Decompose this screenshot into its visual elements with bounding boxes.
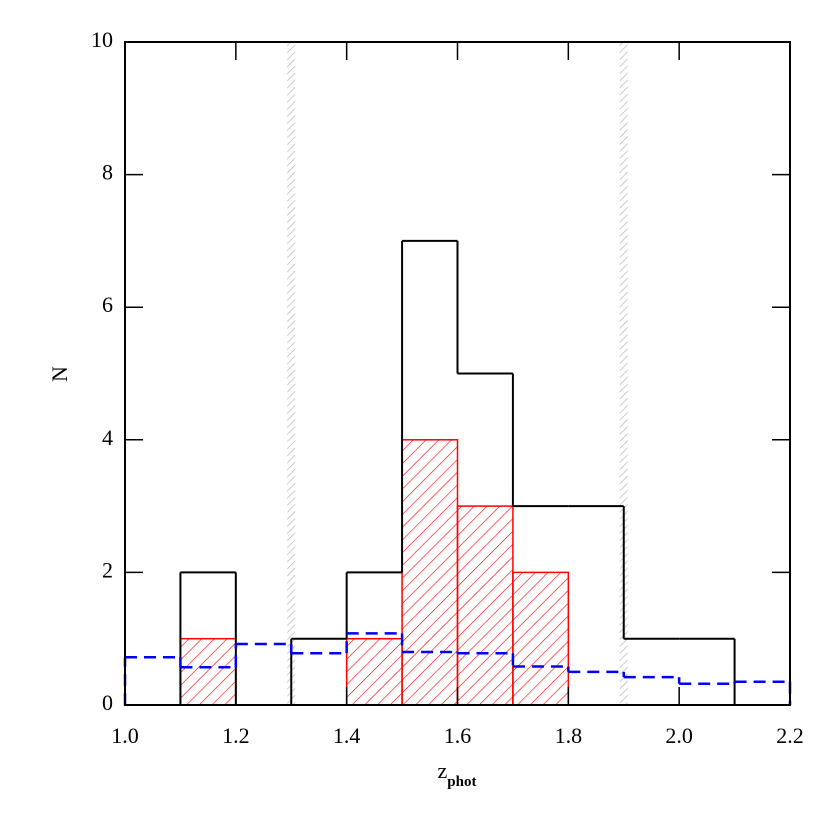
x-tick-label: 1.6 — [444, 723, 472, 748]
hist-bar — [401, 439, 459, 706]
y-tick-label: 10 — [91, 27, 113, 52]
hist-bar — [512, 571, 570, 706]
x-tick-label: 1.0 — [111, 723, 139, 748]
x-tick-label: 1.2 — [222, 723, 250, 748]
y-tick-label: 8 — [102, 160, 113, 185]
hist-bar — [345, 637, 403, 706]
y-axis-label: N — [47, 366, 72, 382]
x-axis-label: zphot — [438, 758, 477, 790]
vertical-band — [287, 42, 296, 705]
x-tick-label: 2.2 — [776, 723, 804, 748]
x-label-sub: phot — [447, 774, 476, 790]
y-tick-label: 0 — [102, 690, 113, 715]
hist-bar — [179, 637, 237, 706]
y-tick-label: 2 — [102, 557, 113, 582]
vertical-band — [619, 42, 628, 705]
y-tick-label: 4 — [102, 425, 113, 450]
x-tick-label: 1.4 — [333, 723, 361, 748]
x-tick-label: 1.8 — [555, 723, 583, 748]
hist-bar — [456, 505, 514, 706]
y-tick-label: 6 — [102, 292, 113, 317]
x-label-main: z — [438, 758, 448, 783]
x-tick-label: 2.0 — [665, 723, 693, 748]
